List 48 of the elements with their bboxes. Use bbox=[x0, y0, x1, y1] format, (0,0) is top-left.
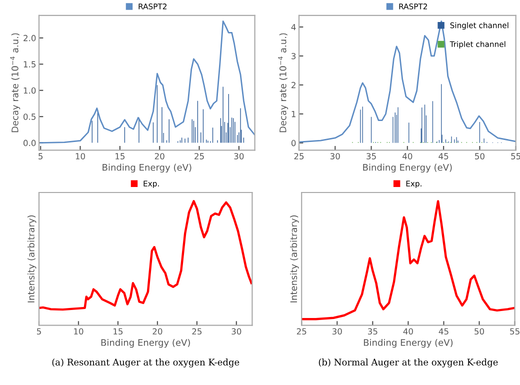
y-tick-label: 1.0 bbox=[24, 87, 36, 94]
x-tick-label: 35 bbox=[366, 153, 376, 160]
x-tick-label: 30 bbox=[232, 328, 242, 335]
y-axis-title: Decay rate (10$^{−4}$ a.u.) bbox=[278, 33, 288, 132]
x-tick-label: 35 bbox=[368, 328, 378, 335]
x-axis-title: Binding Energy (eV) bbox=[102, 164, 192, 173]
y-tick-label: 0.5 bbox=[24, 114, 36, 120]
y-tick-label: 1 bbox=[292, 111, 296, 118]
x-tick-label: 45 bbox=[438, 153, 448, 160]
x-axis-title: Binding Energy (eV) bbox=[101, 338, 190, 348]
x-tick-label: 10 bbox=[76, 153, 86, 160]
x-tick-label: 45 bbox=[438, 328, 448, 335]
x-tick-label: 25 bbox=[192, 328, 202, 335]
x-tick-label: 50 bbox=[474, 328, 484, 335]
x-tick-label: 40 bbox=[403, 328, 413, 335]
x-tick-label: 10 bbox=[74, 328, 84, 335]
x-tick-label: 5 bbox=[36, 328, 41, 335]
text: (a) Resonant Auger at the oxygen K-edge bbox=[52, 358, 240, 368]
y-axis-title: Intensity (arbitrary) bbox=[290, 215, 299, 302]
y-tick-label: 2.0 bbox=[24, 34, 36, 42]
x-tick-label: 25 bbox=[294, 153, 304, 160]
y-tick-label: 1.5 bbox=[24, 61, 36, 68]
y-axis-title: Decay rate (10$^{−4}$ a.u.) bbox=[10, 33, 20, 132]
x-tick-label: 5 bbox=[38, 153, 43, 160]
x-tick-label: 30 bbox=[332, 328, 342, 335]
x-tick-label: 40 bbox=[402, 153, 412, 160]
x-tick-label: 50 bbox=[475, 153, 484, 160]
x-axis-title: Binding Energy (eV) bbox=[363, 164, 452, 173]
x-tick-label: 55 bbox=[510, 328, 520, 335]
line-series bbox=[40, 20, 255, 144]
y-axis-title: Intensity (arbitrary) bbox=[27, 215, 36, 302]
text: (b) Normal Auger at the oxygen K-edge bbox=[318, 358, 498, 368]
x-tick-label: 25 bbox=[296, 328, 306, 335]
x-tick-label: 20 bbox=[152, 328, 162, 335]
x-tick-label: 20 bbox=[154, 153, 164, 160]
x-tick-label: 15 bbox=[114, 328, 123, 335]
x-tick-label: 30 bbox=[234, 153, 244, 160]
x-tick-label: 30 bbox=[330, 153, 340, 160]
x-tick-label: 25 bbox=[194, 153, 204, 160]
y-tick-label: 0 bbox=[291, 140, 296, 146]
y-tick-label: 3 bbox=[292, 52, 296, 60]
y-tick-label: 2 bbox=[292, 82, 296, 88]
x-tick-label: 55 bbox=[511, 153, 520, 160]
line-series bbox=[299, 20, 516, 143]
x-axis-title: Binding Energy (eV) bbox=[364, 338, 453, 348]
y-tick-label: 4 bbox=[291, 24, 296, 30]
y-tick-label: 0.0 bbox=[24, 140, 36, 146]
x-tick-label: 15 bbox=[116, 153, 124, 160]
